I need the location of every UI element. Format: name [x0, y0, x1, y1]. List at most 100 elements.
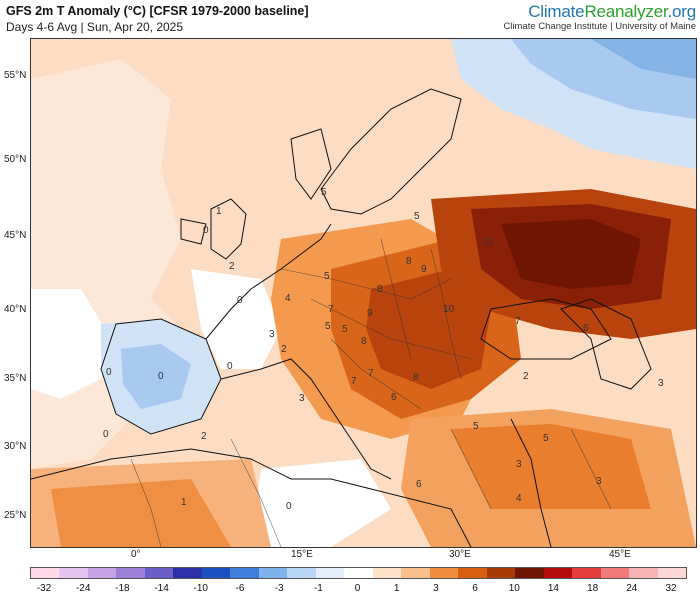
legend-swatch: [201, 568, 231, 578]
color-legend: [30, 567, 687, 579]
lat-label: 55°N: [4, 70, 27, 81]
legend-label: -3: [274, 583, 284, 594]
anomaly-label: 9: [421, 264, 427, 275]
anomaly-label: 4: [516, 493, 522, 504]
anomaly-label: 7: [328, 304, 334, 315]
anomaly-label: 0: [203, 225, 209, 236]
anomaly-label: 7: [351, 376, 357, 387]
legend-swatch: [572, 568, 601, 578]
legend-label: 3: [433, 583, 439, 594]
anomaly-label: 4: [285, 293, 291, 304]
legend-label: -32: [36, 583, 52, 594]
legend-swatch: [458, 568, 487, 578]
anomaly-label: 3: [658, 378, 664, 389]
anomaly-label: 0: [227, 361, 233, 372]
anomaly-label: 6: [391, 392, 397, 403]
anomaly-label: 1: [181, 497, 187, 508]
legend-label: -24: [75, 583, 91, 594]
anomaly-label: 5: [473, 421, 479, 432]
lon-label: 45°E: [609, 549, 631, 560]
lon-label: 0°: [131, 549, 141, 560]
legend-swatch: [657, 568, 687, 578]
lat-label: 35°N: [4, 373, 27, 384]
anomaly-label: 3: [299, 393, 305, 404]
anomaly-label: 2: [281, 344, 287, 355]
legend-label: 24: [626, 583, 638, 594]
legend-label: 6: [472, 583, 478, 594]
legend-label: 14: [547, 583, 559, 594]
legend-swatch: [31, 568, 60, 578]
anomaly-map-canvas: 1 0 2 0 5 5 5 8 9 11 4 5 7 8 9 10 7 6 3 …: [31, 39, 696, 547]
legend-swatch: [515, 568, 544, 578]
anomaly-label: 0: [103, 429, 109, 440]
anomaly-label: 5: [414, 211, 420, 222]
anomaly-label: 0: [106, 367, 112, 378]
anomaly-label: 0: [237, 295, 243, 306]
map-subtitle: Days 4-6 Avg | Sun, Apr 20, 2025: [6, 20, 184, 34]
brand-logo[interactable]: ClimateReanalyzer.org Climate Change Ins…: [503, 2, 696, 32]
legend-label: -18: [115, 583, 130, 594]
brand-name: ClimateReanalyzer.org: [528, 2, 696, 21]
anomaly-label: 2: [523, 371, 529, 382]
legend-swatch: [315, 568, 345, 578]
legend-swatch: [344, 568, 373, 578]
legend-swatch: [59, 568, 88, 578]
legend-label: -10: [193, 583, 208, 594]
anomaly-label: 3: [269, 329, 275, 340]
lat-label: 45°N: [4, 230, 27, 241]
legend-swatch: [629, 568, 658, 578]
anomaly-label: 10: [443, 304, 455, 315]
anomaly-label: 5: [342, 324, 348, 335]
anomaly-label: 9: [367, 308, 373, 319]
legend-swatch: [144, 568, 174, 578]
legend-swatch: [258, 568, 288, 578]
lon-label: 30°E: [449, 549, 471, 560]
legend-label: 18: [587, 583, 599, 594]
anomaly-label: 8: [413, 372, 419, 383]
legend-swatch: [543, 568, 573, 578]
anomaly-label: 2: [229, 261, 235, 272]
legend-swatch: [600, 568, 630, 578]
legend-swatch: [116, 568, 145, 578]
lat-label: 40°N: [4, 304, 27, 315]
legend-label: 0: [354, 583, 361, 594]
legend-swatch: [87, 568, 117, 578]
brand-subtitle: Climate Change Institute | University of…: [503, 21, 696, 32]
map-title: GFS 2m T Anomaly (°C) [CFSR 1979-2000 ba…: [6, 4, 309, 18]
anomaly-label: 5: [543, 433, 549, 444]
anomaly-label: 11: [483, 237, 494, 248]
legend-swatch: [287, 568, 316, 578]
legend-swatch: [486, 568, 516, 578]
anomaly-label: 1: [216, 206, 222, 217]
anomaly-label: 6: [583, 323, 589, 334]
legend-swatch: [429, 568, 459, 578]
anomaly-label: 5: [324, 271, 330, 282]
legend-swatch: [401, 568, 430, 578]
anomaly-label: 5: [321, 187, 327, 198]
legend-swatch: [173, 568, 202, 578]
legend-label: -1: [313, 583, 323, 594]
anomaly-label: 8: [377, 284, 383, 295]
anomaly-labels: 1 0 2 0 5 5 5 8 9 11 4 5 7 8 9 10 7 6 3 …: [103, 187, 664, 512]
legend-label: -14: [154, 583, 169, 594]
anomaly-map: 1 0 2 0 5 5 5 8 9 11 4 5 7 8 9 10 7 6 3 …: [30, 38, 697, 548]
lat-label: 50°N: [4, 154, 27, 165]
anomaly-label: 0: [158, 371, 164, 382]
anomaly-label: 3: [596, 476, 602, 487]
legend-label: 1: [393, 583, 400, 594]
anomaly-label: 7: [515, 316, 521, 327]
lat-label: 30°N: [4, 441, 27, 452]
legend-label: 10: [508, 583, 520, 594]
anomaly-label: 8: [406, 256, 412, 267]
lat-label: 25°N: [4, 510, 27, 521]
legend-swatch: [230, 568, 259, 578]
anomaly-label: 3: [516, 459, 522, 470]
anomaly-label: 6: [416, 479, 422, 490]
anomaly-label: 2: [201, 431, 207, 442]
lon-label: 15°E: [291, 549, 313, 560]
anomaly-label: 7: [368, 368, 374, 379]
anomaly-label: 5: [325, 321, 331, 332]
legend-swatch: [372, 568, 402, 578]
legend-label: 32: [665, 583, 677, 594]
anomaly-label: 0: [286, 501, 292, 512]
